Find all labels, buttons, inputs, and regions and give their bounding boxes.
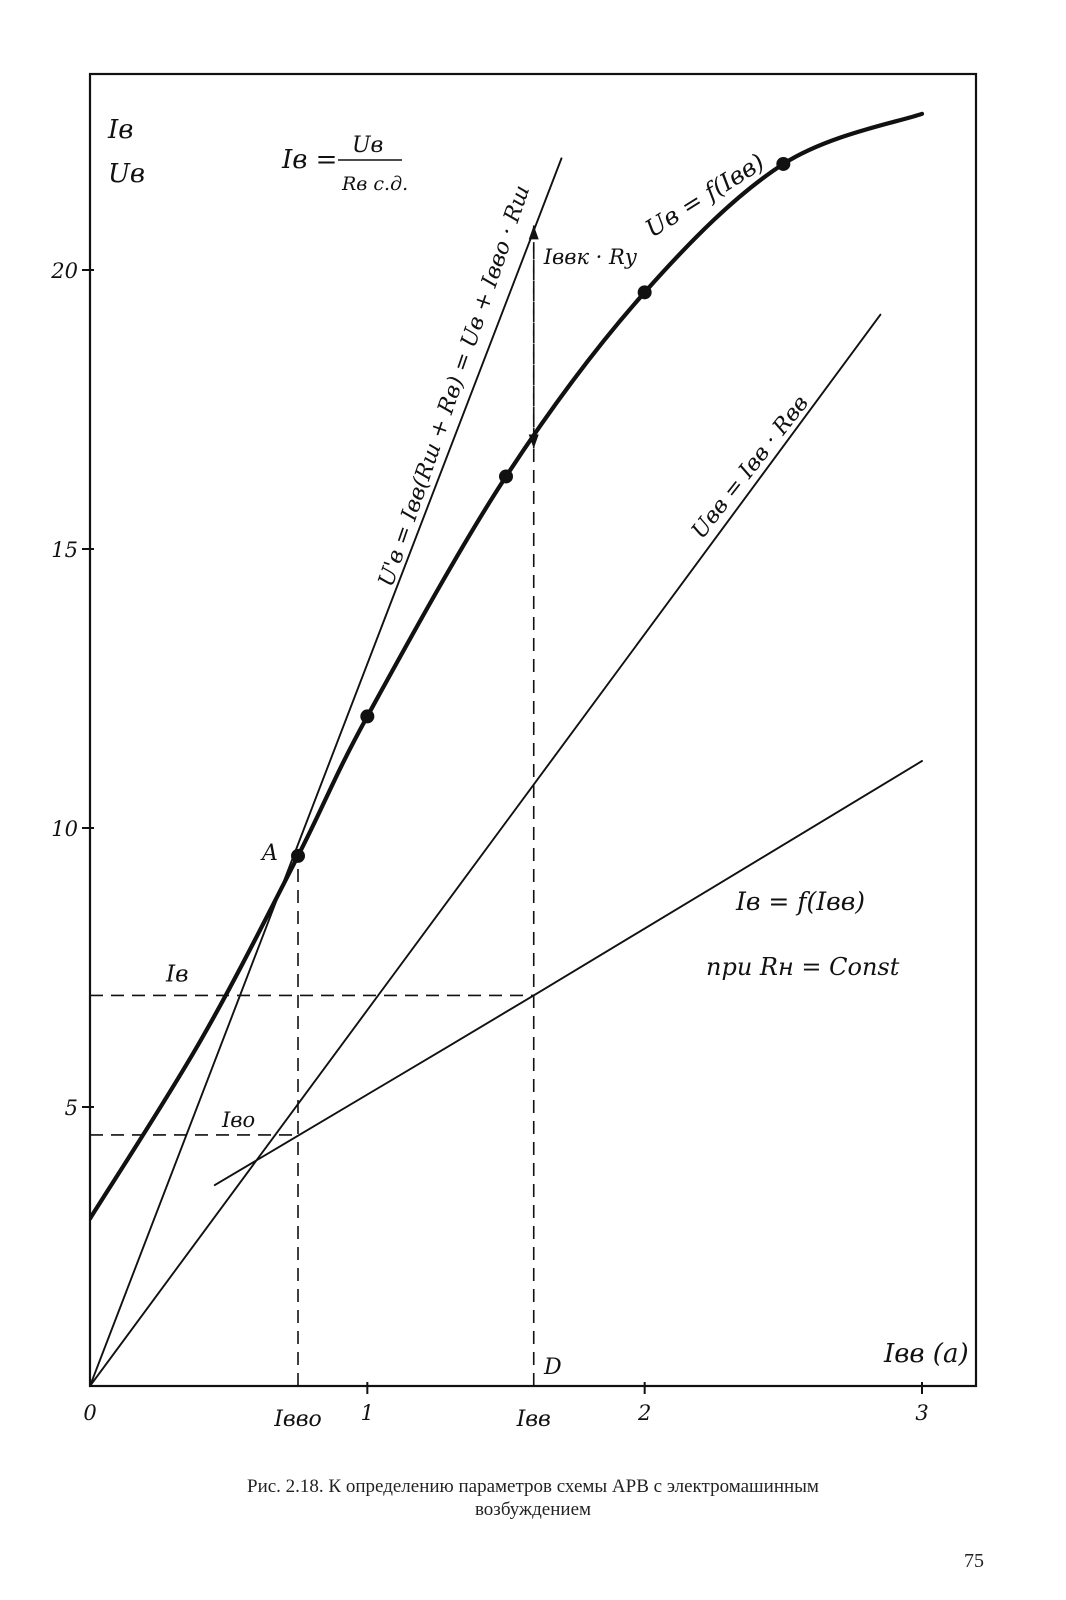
line-ub-prime [90,157,563,1386]
label-ub-prime: U'в = Iвв(Rш + Rв) = Uв + Iвво · Rш [374,182,535,590]
y-axis-label-line-2: Uв [108,159,145,189]
formula-numerator: Uв [352,133,383,158]
data-point-5 [776,156,791,171]
caption-line-1: Рис. 2.18. К определению параметров схем… [247,1476,819,1497]
label-ib-f-ibb-line-1: Iв = f(Iвв) [735,887,865,916]
point-label-d: D [543,1355,562,1380]
y-tick-label-5: 5 [65,1096,78,1120]
y-tick-label-10: 10 [51,817,78,841]
x-tick-label-2: 2 [637,1401,651,1425]
y-axis-label-line-1: Iв [107,115,133,145]
curve-ib-f-ibb [213,760,923,1187]
page-number: 75 [964,1550,984,1572]
data-point-4 [637,285,652,300]
x-tick-label-1: 1 [361,1401,374,1425]
x-special-tick-label-2: Iвв [516,1407,551,1432]
data-point-1 [291,848,305,863]
arrow-head-up [528,225,539,240]
chart: 5 10 15 20 0 1 2 3 Iвво Iвв Iв Iво Iввк · Rу Iв Uв Iвв… [50,72,978,1432]
y-tick-label-15: 15 [51,538,78,562]
y-tick-label-20: 20 [50,259,78,283]
ref-label-ibo: Iво [221,1108,255,1132]
figure-caption: Рис. 2.18. К определению параметров схем… [40,1475,1026,1521]
caption-line-2: возбуждением [474,1499,592,1520]
point-label-a: A [260,841,278,866]
label-ubb: Uвв = Iвв · Rвв [687,391,814,544]
x-axis-label: Iвв (а) [883,1339,969,1369]
formula-denominator: Rв с.д. [341,173,408,195]
x-special-tick-label-1: Iвво [273,1407,322,1432]
curve-ub-f-ibb [90,111,925,1221]
x-tick-label-0: 0 [83,1401,96,1425]
x-tick-label-3: 3 [915,1401,928,1425]
formula-lhs: Iв = [281,145,337,175]
data-point-2 [360,709,375,724]
arrow-head-down [528,434,539,449]
label-ib-f-ibb-line-2: при Rн = Const [706,953,900,981]
line-ubb [90,313,882,1386]
arrow-label: Iввк · Rу [543,245,638,269]
data-point-3 [499,469,513,484]
ref-label-ib: Iв [165,961,188,987]
